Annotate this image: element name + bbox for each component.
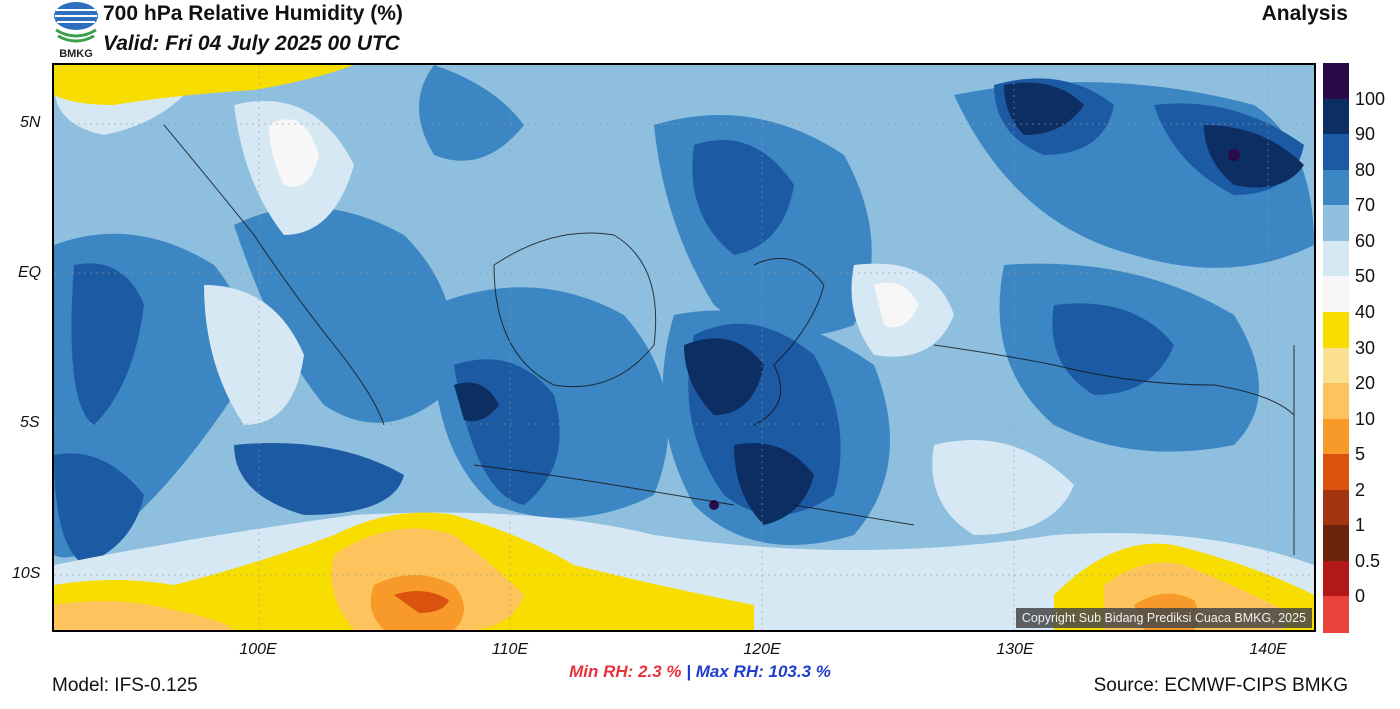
lon-label-130e: 130E [996, 641, 1034, 658]
model-label: Model: IFS-0.125 [52, 675, 198, 696]
colorbar-segment [1323, 596, 1349, 633]
humidity-map: Copyright Sub Bidang Prediksi Cuaca BMKG… [52, 63, 1316, 632]
colorbar-label: 0 [1355, 586, 1366, 607]
colorbar-segment [1323, 454, 1349, 491]
lon-label-110e: 110E [491, 641, 529, 658]
chart-title: 700 hPa Relative Humidity (%) [103, 2, 403, 25]
max-rh-value: 103.3 % [768, 662, 831, 681]
lat-label-5s: 5S [20, 414, 40, 431]
colorbar-segment [1323, 276, 1349, 313]
colorbar-segment [1323, 383, 1349, 420]
colorbar-segment [1323, 98, 1349, 135]
lon-label-120e: 120E [743, 641, 781, 658]
colorbar-label: 90 [1355, 124, 1376, 145]
lon-label-140e: 140E [1249, 641, 1287, 658]
colorbar-segment [1323, 489, 1349, 526]
colorbar-label: 40 [1355, 301, 1376, 322]
colorbar-label: 2 [1355, 479, 1366, 500]
colorbar-label: 100 [1355, 88, 1386, 109]
bmkg-logo: BMKG [52, 0, 100, 60]
colorbar-segment [1323, 205, 1349, 242]
colorbar-segment [1323, 169, 1349, 206]
stats-separator: | [686, 662, 692, 681]
colorbar-label: 50 [1355, 266, 1376, 287]
source-label: Source: ECMWF-CIPS BMKG [1093, 675, 1348, 696]
max-rh-label: Max RH: [695, 662, 764, 681]
min-rh-label: Min RH: [569, 662, 634, 681]
colorbar-label: 30 [1355, 337, 1376, 358]
colorbar-label: 10 [1355, 408, 1376, 429]
colorbar-segment [1323, 347, 1349, 384]
lat-label-5n: 5N [20, 114, 41, 131]
colorbar-segment [1323, 240, 1349, 277]
lat-label-eq: EQ [18, 264, 42, 281]
colorbar-label: 60 [1355, 230, 1376, 251]
min-rh-value: 2.3 % [638, 662, 682, 681]
rh-stats: Min RH: 2.3 % | Max RH: 103.3 % [0, 662, 1400, 682]
colorbar-segment [1323, 560, 1349, 597]
copyright-notice: Copyright Sub Bidang Prediksi Cuaca BMKG… [1015, 608, 1312, 628]
colorbar-segment [1323, 418, 1349, 455]
colorbar [1323, 63, 1349, 633]
colorbar-label: 20 [1355, 373, 1376, 394]
valid-time: Valid: Fri 04 July 2025 00 UTC [103, 32, 400, 55]
colorbar-segment [1323, 134, 1349, 171]
colorbar-segment [1323, 63, 1349, 100]
colorbar-label: 80 [1355, 159, 1376, 180]
colorbar-label: 5 [1355, 444, 1366, 465]
logo-text: BMKG [59, 48, 93, 60]
lat-label-10s: 10S [12, 565, 41, 582]
colorbar-label: 1 [1355, 515, 1366, 536]
colorbar-label: 70 [1355, 195, 1376, 216]
analysis-label: Analysis [1261, 2, 1348, 25]
colorbar-segment [1323, 311, 1349, 348]
humidity-map-graphic [54, 65, 1314, 630]
lon-label-100e: 100E [239, 641, 277, 658]
colorbar-label: 0.5 [1355, 550, 1381, 571]
colorbar-segment [1323, 525, 1349, 562]
